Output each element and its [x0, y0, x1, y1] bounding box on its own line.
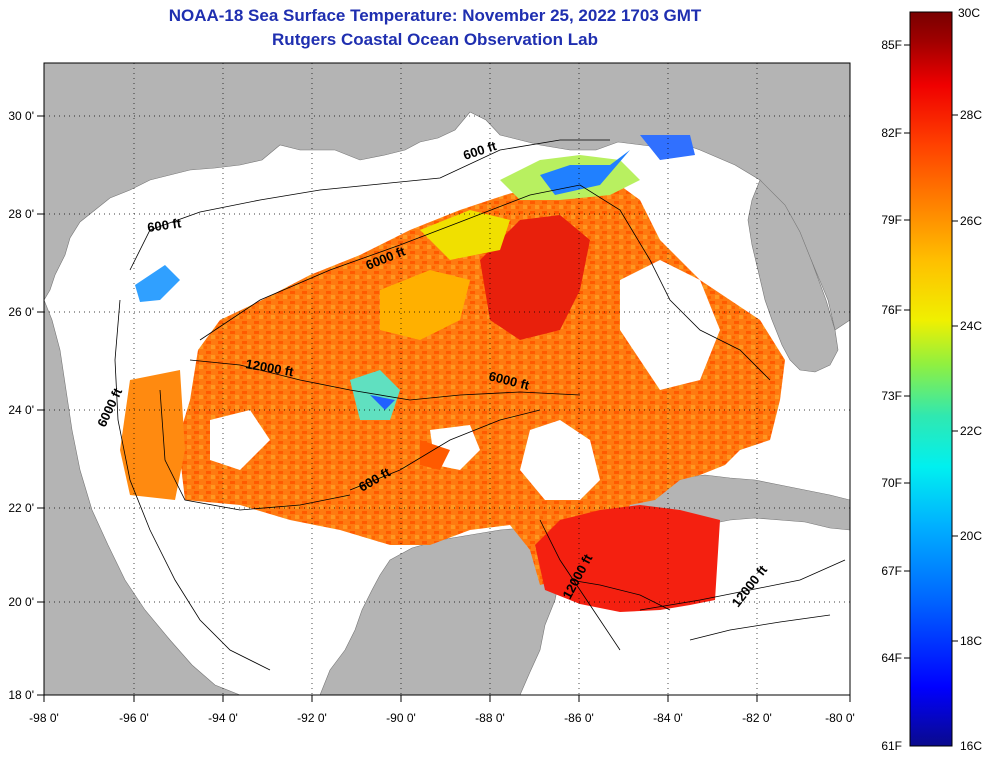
graticule — [44, 63, 850, 695]
lon-tick-label: -94 0' — [208, 711, 238, 725]
colorbar-f-label: 82F — [881, 126, 902, 140]
lon-tick-label: -98 0' — [29, 711, 59, 725]
lon-tick-label: -86 0' — [564, 711, 594, 725]
colorbar: 85F 82F 79F 76F 73F 70F 67F 64F 61F 30C … — [881, 6, 982, 753]
colorbar-c-label: 24C — [960, 319, 982, 333]
lat-tick-label: 26 0' — [8, 305, 34, 319]
lon-tick-label: -92 0' — [297, 711, 327, 725]
lat-tick-label: 30 0' — [8, 109, 34, 123]
lon-tick-label: -96 0' — [119, 711, 149, 725]
colorbar-f-label: 73F — [881, 389, 902, 403]
colorbar-f-label: 76F — [881, 303, 902, 317]
colorbar-c-label: 20C — [960, 529, 982, 543]
colorbar-gradient — [909, 11, 953, 747]
lat-tick-label: 20 0' — [8, 595, 34, 609]
colorbar-c-label: 16C — [960, 739, 982, 753]
colorbar-c-label: 22C — [960, 424, 982, 438]
latitude-labels: 30 0' 28 0' 26 0' 24 0' 22 0' 20 0' 18 0… — [8, 109, 34, 702]
lon-tick-label: -88 0' — [475, 711, 505, 725]
colorbar-f-label: 79F — [881, 213, 902, 227]
colorbar-f-label: 64F — [881, 651, 902, 665]
colorbar-c-label: 18C — [960, 634, 982, 648]
lat-tick-label: 24 0' — [8, 403, 34, 417]
sst-swath — [120, 135, 785, 612]
map-subtitle: Rutgers Coastal Ocean Observation Lab — [272, 30, 598, 49]
colorbar-c-label: 26C — [960, 214, 982, 228]
colorbar-f-label: 70F — [881, 476, 902, 490]
colorbar-f-label: 85F — [881, 38, 902, 52]
longitude-labels: -98 0' -96 0' -94 0' -92 0' -90 0' -88 0… — [29, 711, 855, 725]
lon-tick-label: -82 0' — [742, 711, 772, 725]
bathymetry-contours — [114, 139, 846, 671]
colorbar-f-label: 67F — [881, 564, 902, 578]
map-title: NOAA-18 Sea Surface Temperature: Novembe… — [168, 6, 702, 25]
colorbar-c-label: 28C — [960, 108, 982, 122]
lon-tick-label: -80 0' — [825, 711, 855, 725]
lat-tick-label: 28 0' — [8, 207, 34, 221]
lon-tick-label: -84 0' — [653, 711, 683, 725]
axis-ticks — [37, 115, 851, 702]
lon-tick-label: -90 0' — [386, 711, 416, 725]
contour-label: 600 ft — [146, 215, 182, 235]
colorbar-f-label: 61F — [881, 739, 902, 753]
lat-tick-label: 22 0' — [8, 501, 34, 515]
plot-frame — [43, 62, 851, 696]
colorbar-c-label: 30C — [958, 6, 980, 20]
lat-tick-label: 18 0' — [8, 688, 34, 702]
